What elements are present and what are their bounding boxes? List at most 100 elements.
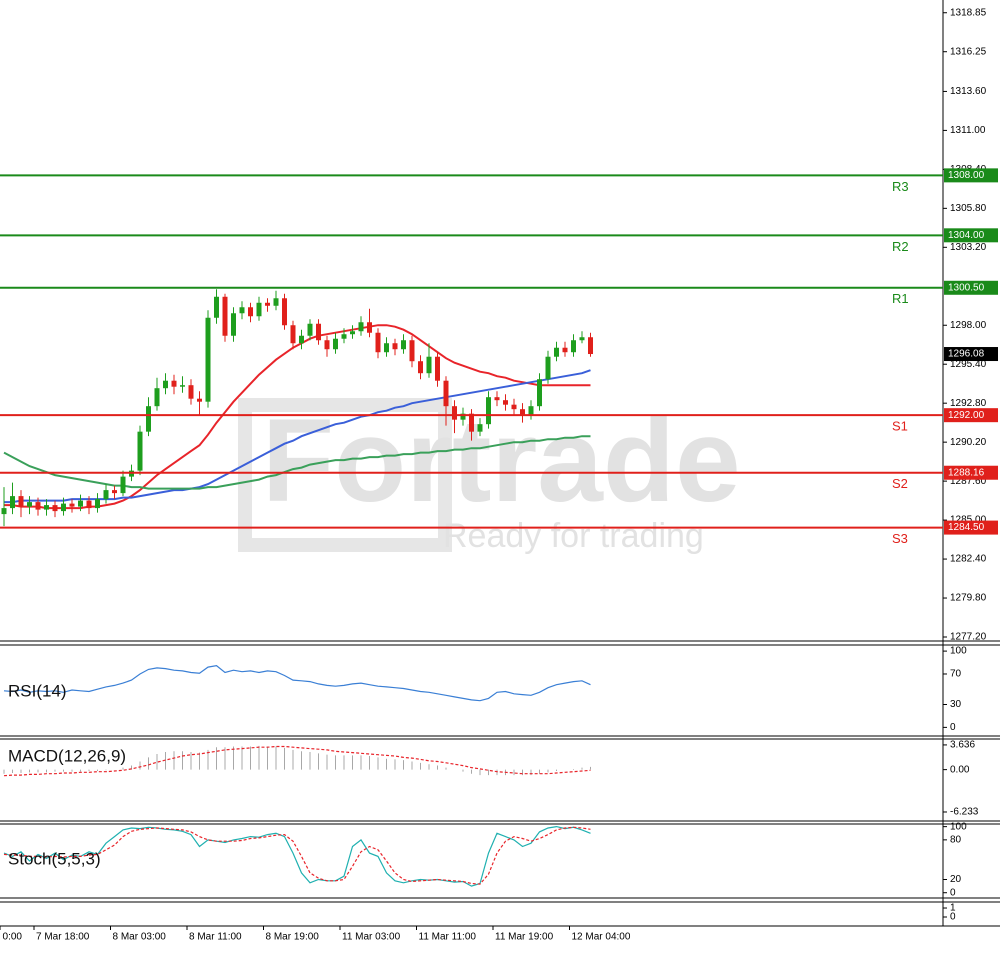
candle-body (61, 503, 66, 512)
indicator-title: RSI(14) (8, 681, 67, 700)
candle-body (545, 356, 551, 380)
x-tick-label: 12 Mar 04:00 (572, 932, 631, 943)
level-value-label: 1304.00 (948, 230, 985, 241)
level-value-label: 1284.50 (948, 522, 985, 533)
candle-body (69, 503, 75, 507)
indicator-line (3, 826, 591, 885)
candle-body (27, 502, 32, 507)
level-label-box (944, 168, 998, 183)
candle-body (511, 404, 517, 410)
candle-body (588, 337, 593, 355)
level-name: S2 (892, 476, 908, 491)
y-tick-label: 3.636 (950, 740, 975, 751)
indicator-title: MACD(12,26,9) (8, 746, 126, 765)
candle-body (1, 508, 7, 515)
candle-body (265, 302, 270, 306)
watermark-tagline: Ready for trading (443, 517, 704, 555)
watermark: Fortrade Ready for trading (238, 395, 741, 555)
candle-body (375, 332, 381, 353)
y-tick-label: 20 (950, 874, 962, 885)
x-tick-label: 8 Mar 19:00 (266, 932, 320, 943)
candle-body (248, 307, 253, 317)
level-name: R3 (892, 179, 909, 194)
y-tick-label: 100 (950, 646, 967, 657)
moving-average (3, 435, 591, 490)
level-label-box (944, 520, 998, 535)
indicator-line (3, 664, 591, 702)
y-tick-label: 1287.60 (950, 476, 987, 487)
y-tick-label: 1279.80 (950, 593, 987, 604)
candle-body (35, 502, 41, 510)
candle-body (350, 331, 355, 335)
y-tick-label: 0 (950, 722, 956, 733)
candle-body (571, 340, 576, 353)
level-name: R1 (892, 291, 909, 306)
candle-body (205, 317, 211, 402)
candle-body (486, 397, 491, 425)
y-tick-label: 1313.60 (950, 86, 987, 97)
plot-area (1, 289, 593, 887)
candle-body (401, 340, 406, 350)
y-tick-label: 1305.80 (950, 203, 987, 214)
candle-body (358, 322, 364, 332)
y-tick-label: 70 (950, 669, 962, 680)
x-tick-label: 11 Mar 03:00 (342, 932, 401, 943)
candle-body (137, 431, 143, 471)
candle-body (494, 397, 500, 401)
level-name: S3 (892, 531, 908, 546)
candle-body (188, 385, 194, 399)
candle-body (231, 313, 236, 336)
x-tick-label: 11 Mar 11:00 (419, 932, 477, 943)
candle-body (103, 490, 109, 500)
y-tick-label: 30 (950, 699, 962, 710)
candle-body (435, 356, 440, 381)
y-tick-label: 80 (950, 834, 962, 845)
candle-body (256, 302, 262, 317)
y-tick-label: 1285.00 (950, 515, 987, 526)
candle-body (409, 340, 415, 362)
candle-body (214, 296, 219, 318)
candle-body (299, 335, 304, 344)
candle-body (112, 490, 117, 494)
candle-body (452, 406, 457, 420)
candle-body (197, 398, 202, 402)
candle-body (443, 380, 449, 407)
candle-body (324, 340, 330, 350)
y-tick-label: 0 (950, 912, 956, 923)
candle-body (367, 322, 372, 333)
candle-body (392, 343, 398, 350)
candle-body (146, 406, 151, 432)
level-value-label: 1292.00 (948, 410, 985, 421)
level-value-label: 1288.16 (948, 467, 985, 478)
y-tick-label: 1316.25 (950, 46, 987, 57)
y-tick-label: -6.233 (950, 807, 979, 818)
y-tick-label: 0 (950, 887, 956, 898)
y-tick-label: 1 (950, 903, 956, 914)
candle-body (78, 500, 83, 507)
y-tick-label: 1318.85 (950, 7, 987, 18)
candle-body (426, 356, 432, 374)
y-tick-label: 1290.20 (950, 437, 987, 448)
watermark-brand: Fortrade (262, 395, 741, 527)
candle-body (418, 361, 423, 374)
candle-body (180, 385, 185, 387)
level-value-label: 1300.50 (948, 282, 985, 293)
indicator-line (3, 825, 591, 887)
candle-body (384, 343, 389, 353)
x-tick-label: 8 Mar 03:00 (113, 932, 167, 943)
candle-body (333, 338, 338, 350)
candle-body (163, 380, 168, 389)
y-tick-label: 1311.00 (950, 125, 986, 136)
x-tick-label: 7 Mar 18:00 (36, 932, 90, 943)
y-tick-label: 1298.00 (950, 320, 987, 331)
candle-body (554, 347, 559, 357)
level-label-box (944, 228, 998, 243)
candle-body (86, 500, 92, 509)
candle-body (44, 505, 49, 510)
candle-body (477, 424, 483, 432)
candle-body (282, 298, 287, 326)
y-tick-label: 1277.20 (950, 632, 987, 643)
level-label-box (944, 408, 998, 423)
level-name: R2 (892, 239, 909, 254)
